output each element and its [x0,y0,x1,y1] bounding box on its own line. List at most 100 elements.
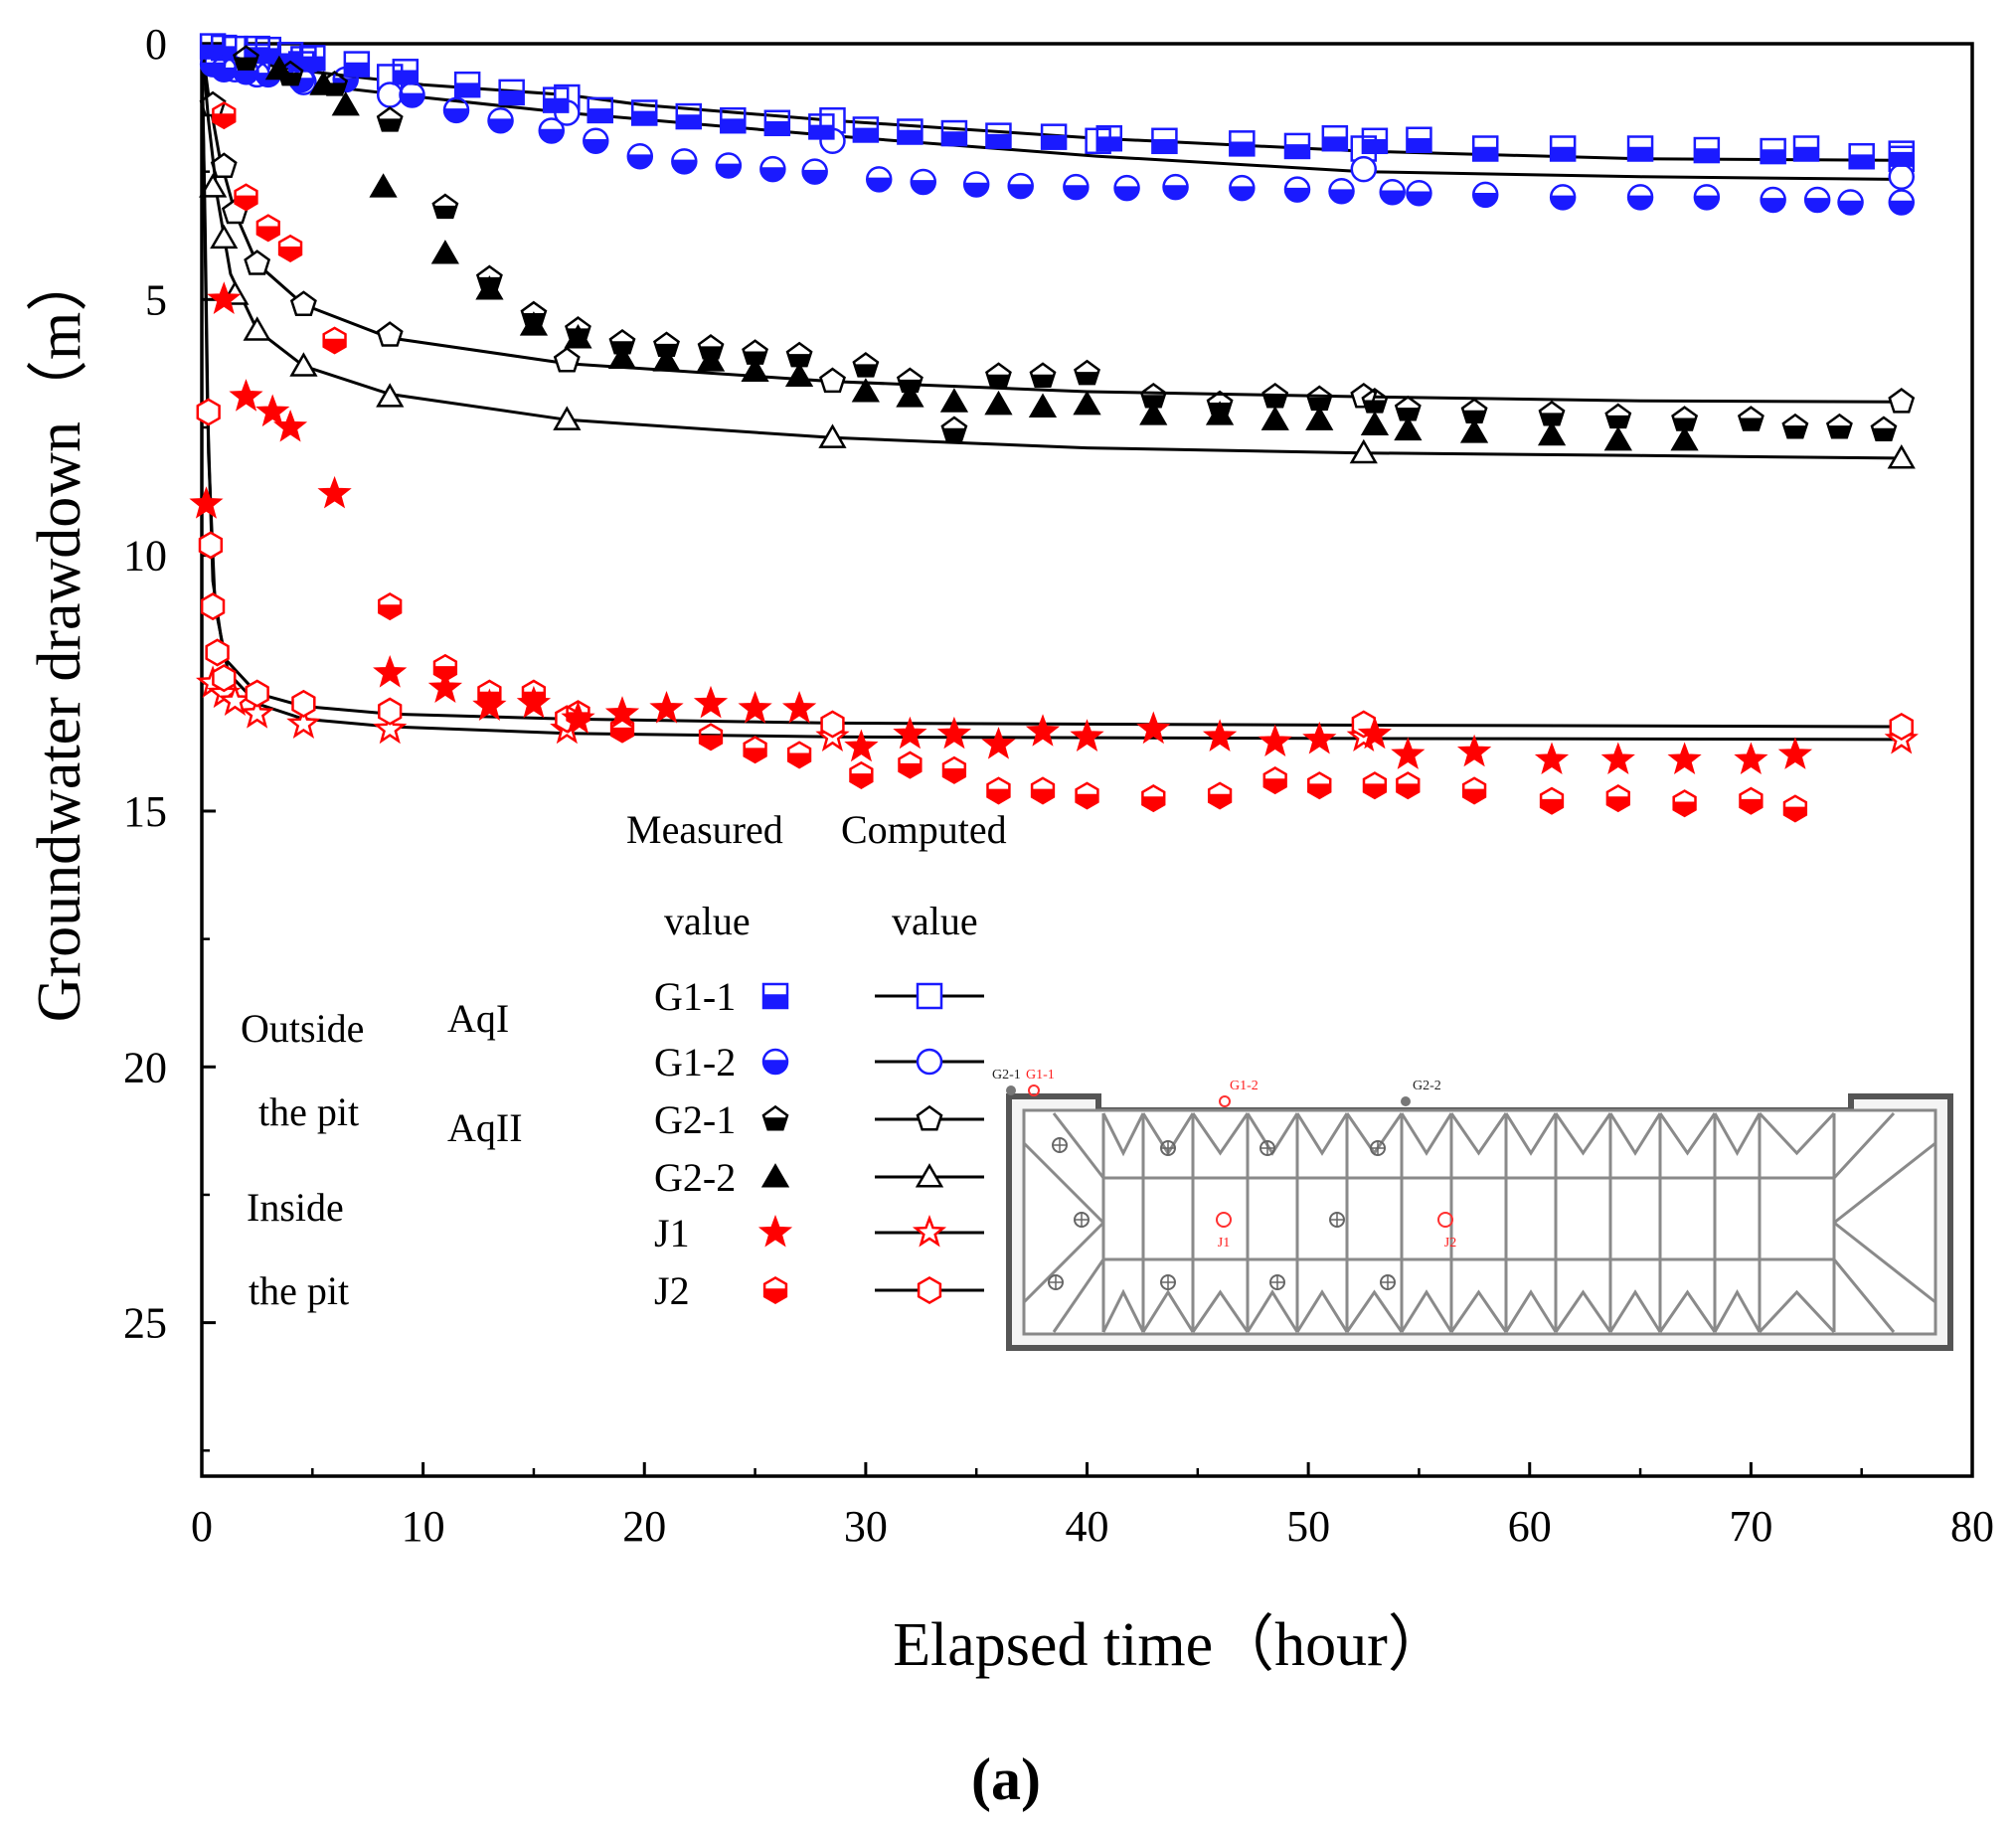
marker-outline [299,45,326,72]
measured-point-j1 [1258,724,1292,756]
marker-fill [964,182,989,197]
inset-brace-top [1191,1112,1250,1156]
marker-outline [808,113,835,140]
marker-solid [650,692,683,723]
marker-fill [539,128,564,143]
marker-outline [759,155,786,183]
marker-fill [716,163,741,178]
computed-point-j2 [820,710,845,739]
marker-solid [1779,738,1811,768]
marker-fill [1628,146,1653,161]
computed-curve-j2 [200,43,1902,729]
marker-outline [1283,132,1311,160]
marker-fill [986,133,1011,148]
marker-outline [1075,781,1099,810]
marker-outline [1113,174,1140,202]
measured-point-g1-2 [211,56,238,83]
marker-fill [1114,186,1139,201]
marker-outline [487,106,514,134]
inset-corner-brace [1022,1221,1105,1304]
measured-point-g2-1 [940,416,968,441]
measured-point-g2-2 [1459,418,1489,443]
marker-solid [785,363,813,387]
marker-outline [498,79,525,106]
marker-solid [985,391,1012,415]
marker-solid [761,1164,789,1188]
marker-solid [1668,743,1701,773]
marker-outline [1321,124,1349,152]
measured-point-j2 [1782,794,1808,823]
marker-outline [1803,186,1831,214]
measured-point-g1-1 [1471,135,1499,162]
marker-outline [940,119,968,147]
measured-point-j1 [1600,742,1635,775]
marker-outline [819,367,846,394]
marker-outline [277,234,303,262]
marker-solid [739,692,771,723]
marker-fill [1889,200,1914,215]
marker-solid [429,671,461,702]
legend-computed-marker [916,982,943,1010]
inset-brace-top [1758,1111,1836,1156]
marker-solid [431,241,459,264]
measured-point-g2-1 [852,352,880,378]
inset-brace-top [1101,1112,1145,1157]
marker-fill [1794,146,1819,161]
legend-entry-label: G1-2 [654,1040,736,1084]
measured-point-g1-2 [538,117,565,144]
marker-outline [962,171,990,198]
marker-solid [1259,725,1291,755]
measured-point-g1-1 [1040,123,1068,150]
marker-outline [1760,186,1786,214]
marker-fill [942,427,966,440]
measured-point-j1 [229,379,263,412]
marker-fill [802,169,827,184]
marker-fill [1307,397,1331,410]
measured-point-g1-1 [852,116,880,143]
measured-point-g2-2 [1139,401,1168,425]
legend-measured-marker [761,1048,789,1076]
measured-point-g1-1 [1151,127,1178,155]
marker-fill [809,124,834,139]
marker-outline [852,352,880,378]
x-tick-label: 50 [1286,1502,1330,1551]
marker-fill [544,97,569,112]
computed-point-j1 [373,711,408,745]
subfigure-label: (a) [971,1747,1041,1812]
inset-corner-brace [1833,1141,1936,1225]
legend-aq2-label: AqII [447,1105,523,1150]
computed-point-j1 [286,706,321,739]
legend-entry-label: G1-1 [654,974,736,1019]
marker-outline [1350,155,1378,183]
marker-outline [276,42,304,69]
inset-brace-bottom [1101,1288,1145,1333]
measured-point-g1-1 [675,102,703,130]
marker-outline [538,117,565,144]
inset-brace-bottom [1345,1289,1404,1333]
measured-point-j2 [1207,781,1233,810]
measured-point-j2 [255,214,280,243]
inset-corner-brace [1832,1258,1896,1333]
marker-fill [1462,410,1486,422]
marker-outline [1406,180,1432,207]
marker-outline [762,1275,788,1305]
marker-outline [1888,163,1916,191]
marker-outline [1887,443,1916,469]
marker-fill [1828,425,1851,438]
marker-fill [444,108,469,122]
marker-fill [1363,400,1387,413]
measured-point-g1-2 [1406,180,1432,207]
marker-solid [318,477,351,508]
marker-solid [1305,407,1333,430]
inset-brace-top [1295,1112,1349,1156]
measured-point-g1-2 [1888,189,1916,216]
measured-point-g1-2 [1471,181,1499,209]
x-tick-label: 30 [844,1502,888,1551]
measured-point-j2 [1739,786,1764,815]
marker-outline [1889,712,1914,742]
measured-point-j2 [1461,776,1487,805]
legend-measured-header-line2: value [664,899,751,943]
marker-outline [631,99,658,126]
measured-point-g2-1 [1074,359,1100,386]
